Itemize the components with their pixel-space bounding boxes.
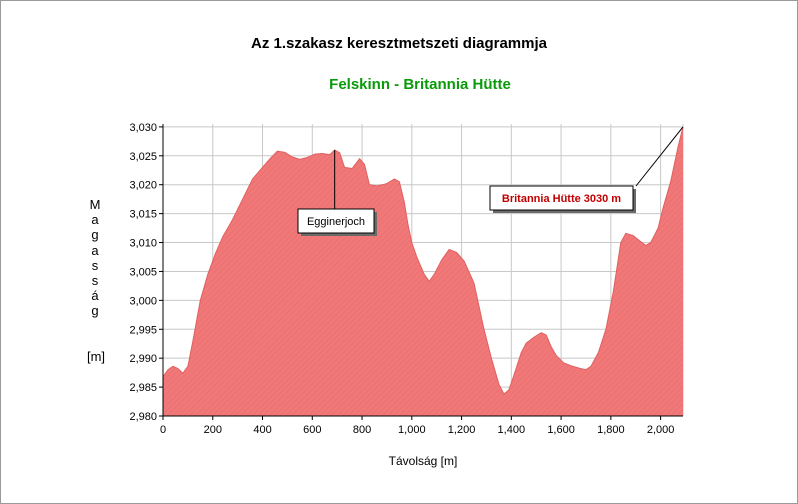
x-tick-label: 1,800 bbox=[597, 424, 625, 436]
y-axis-label-letter: g bbox=[91, 303, 99, 319]
y-axis-label-letter: M bbox=[89, 197, 101, 212]
y-tick-label: 3,030 bbox=[129, 122, 157, 134]
x-axis-label: Távolság [m] bbox=[388, 454, 458, 468]
x-tick-label: 200 bbox=[204, 424, 222, 436]
y-axis-label-letter: g bbox=[91, 227, 99, 243]
x-tick-label: 1,600 bbox=[547, 424, 575, 436]
x-tick-label: 2,000 bbox=[647, 424, 675, 436]
y-tick-label: 3,025 bbox=[129, 151, 157, 163]
chart-subtitle: Felskinn - Britannia Hütte bbox=[329, 76, 511, 93]
y-tick-label: 3,010 bbox=[129, 238, 157, 250]
x-tick-label: 1,400 bbox=[498, 424, 526, 436]
elevation-line bbox=[162, 126, 684, 395]
chart-title: Az 1.szakasz keresztmetszeti diagrammja bbox=[251, 35, 547, 52]
britannia-label: Britannia Hütte 3030 m bbox=[502, 193, 621, 205]
elevation-area bbox=[163, 126, 683, 417]
x-tick-label: 1,000 bbox=[398, 424, 426, 436]
y-axis-label-letter: á bbox=[91, 288, 99, 304]
y-tick-label: 3,015 bbox=[129, 209, 157, 221]
y-tick-label: 2,985 bbox=[129, 382, 157, 394]
x-tick-label: 1,200 bbox=[448, 424, 476, 436]
x-tick-label: 0 bbox=[160, 424, 166, 436]
y-tick-label: 3,020 bbox=[129, 180, 157, 192]
y-axis-unit: [m] bbox=[86, 349, 106, 364]
egginerjoch-label-box bbox=[297, 208, 375, 234]
x-tick-label: 600 bbox=[303, 424, 321, 436]
y-tick-label: 2,980 bbox=[129, 411, 157, 423]
y-axis-label-letter: a bbox=[91, 242, 99, 258]
x-tick-label: 800 bbox=[353, 424, 371, 436]
britannia-leader-line bbox=[635, 126, 684, 187]
y-axis-label-letter: s bbox=[91, 257, 99, 273]
y-tick-label: 2,990 bbox=[129, 353, 157, 365]
y-tick-label: 3,000 bbox=[129, 295, 157, 307]
y-axis-label-letter: s bbox=[91, 272, 99, 288]
egginerjoch-label: Egginerjoch bbox=[307, 216, 365, 228]
x-tick-label: 400 bbox=[253, 424, 271, 436]
y-tick-label: 2,995 bbox=[129, 324, 157, 336]
britannia-label-box bbox=[489, 185, 634, 211]
y-axis-label-letter: a bbox=[91, 212, 99, 228]
y-tick-label: 3,005 bbox=[129, 266, 157, 278]
